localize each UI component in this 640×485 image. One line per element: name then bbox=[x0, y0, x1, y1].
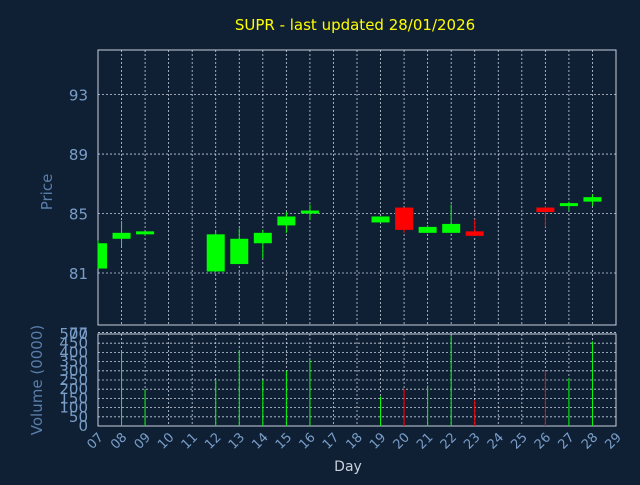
candle-day-20 bbox=[395, 207, 414, 233]
candle-day-7 bbox=[97, 240, 107, 269]
chart-title: SUPR - last updated 28/01/2026 bbox=[235, 16, 475, 34]
x-tick-labels: 07 08 09 10 11 12 13 14 15 16 17 18 19 20 21 22 23 24 25 26… bbox=[85, 430, 625, 452]
volume-y-tick: 150 bbox=[59, 389, 88, 407]
volume-y-tick: 250 bbox=[59, 371, 88, 389]
volume-y-tick: 400 bbox=[59, 343, 88, 361]
candle-body bbox=[465, 231, 484, 236]
candle-day-14 bbox=[253, 229, 272, 259]
candle-body bbox=[583, 197, 602, 202]
price-candles bbox=[97, 194, 602, 272]
candle-day-13 bbox=[230, 228, 249, 265]
candle-body bbox=[136, 231, 155, 235]
volume-y-tick: 100 bbox=[59, 399, 88, 417]
candle-day-26 bbox=[536, 206, 555, 227]
candle-day-16 bbox=[300, 204, 319, 220]
candle-day-22 bbox=[442, 204, 461, 233]
volume-bars bbox=[121, 335, 593, 426]
candle-body bbox=[112, 232, 131, 239]
volume-axis-label: Volume (0000) bbox=[28, 325, 46, 435]
volume-y-tick: 0 bbox=[78, 417, 88, 435]
candle-body bbox=[300, 210, 319, 214]
candle-day-27 bbox=[559, 201, 578, 211]
volume-y-tick: 200 bbox=[59, 380, 88, 398]
volume-y-tick: 350 bbox=[59, 353, 88, 371]
candle-body bbox=[206, 234, 225, 272]
price-gridlines bbox=[98, 50, 616, 333]
volume-y-tick: 50 bbox=[69, 408, 88, 426]
candle-day-28 bbox=[583, 194, 602, 207]
candle-day-23 bbox=[465, 219, 484, 236]
volume-y-tick: 500 bbox=[59, 325, 88, 343]
x-axis-label: Day bbox=[334, 459, 362, 475]
price-panel: 77 81 85 89 93 Price bbox=[38, 49, 617, 343]
candle-body bbox=[277, 216, 296, 226]
candle-body bbox=[98, 243, 107, 269]
candle-body bbox=[371, 216, 390, 223]
price-y-tick-labels: 77 81 85 89 93 bbox=[69, 87, 88, 343]
price-y-tick: 85 bbox=[69, 206, 88, 224]
price-y-tick: 89 bbox=[69, 146, 88, 164]
candle-body bbox=[442, 223, 461, 233]
candle-day-8 bbox=[112, 220, 131, 247]
candle-body bbox=[395, 207, 414, 230]
candle-body bbox=[253, 232, 272, 244]
candle-day-19 bbox=[371, 216, 390, 223]
candle-day-9 bbox=[136, 231, 155, 236]
candle-body bbox=[559, 203, 578, 207]
candle-day-12 bbox=[206, 231, 225, 272]
candle-body bbox=[536, 207, 555, 213]
candle-body bbox=[230, 238, 249, 265]
price-y-tick: 77 bbox=[69, 324, 88, 342]
candle-day-15 bbox=[277, 212, 296, 233]
volume-y-tick: 450 bbox=[59, 334, 88, 352]
volume-y-tick: 300 bbox=[59, 362, 88, 380]
candle-body bbox=[418, 226, 437, 233]
price-y-tick: 93 bbox=[69, 87, 88, 105]
price-y-tick: 81 bbox=[69, 265, 88, 283]
price-axis-label: Price bbox=[38, 174, 56, 211]
candle-day-21 bbox=[418, 225, 437, 233]
